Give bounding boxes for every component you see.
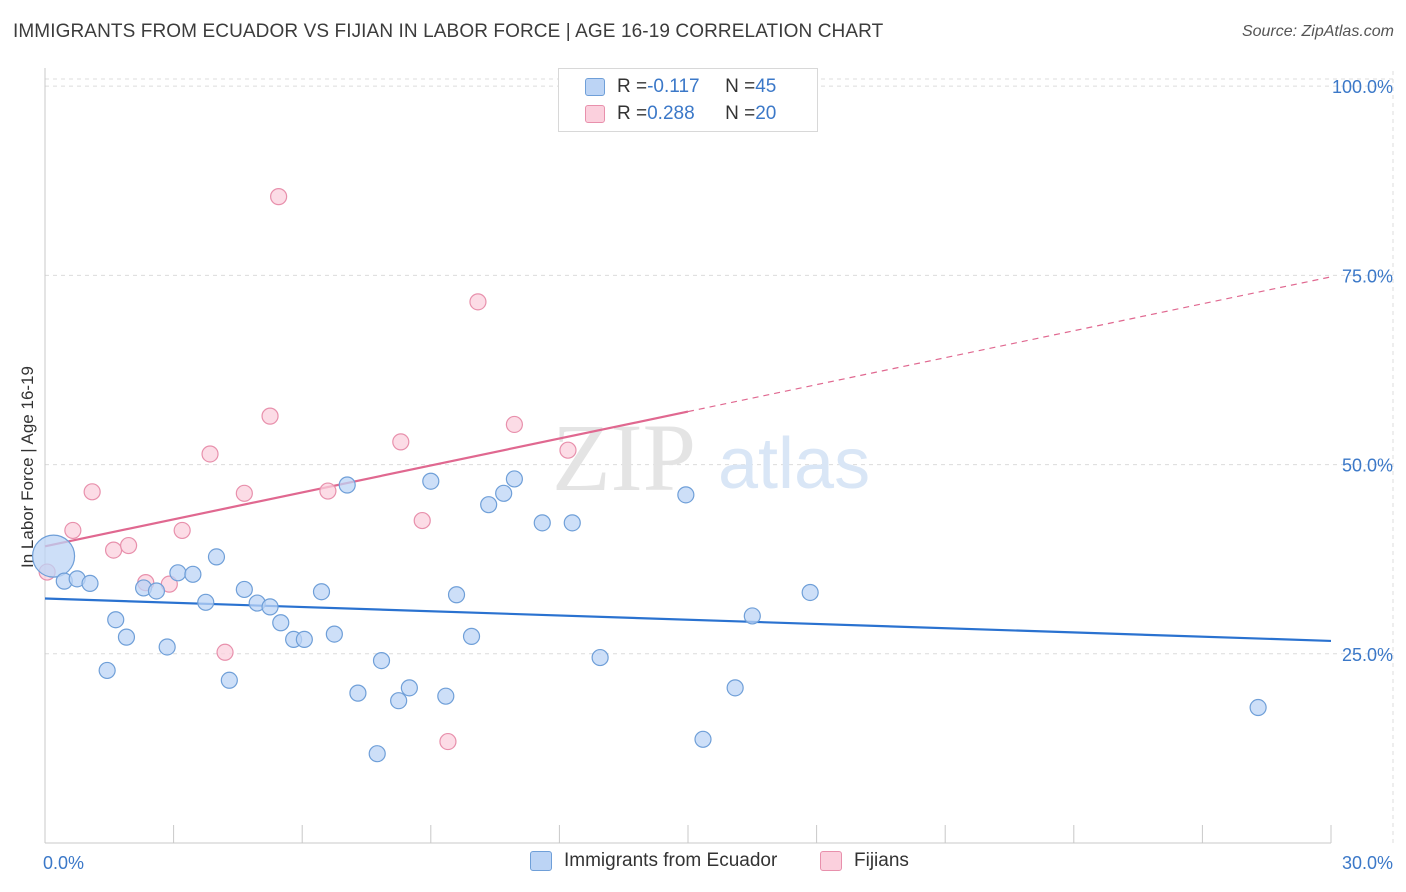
watermark-atlas: atlas (718, 424, 870, 504)
ecuador-point (462, 627, 481, 645)
trend-line-fijians-extension (687, 276, 1332, 413)
stats-legend: R = -0.117 N = 45 R = 0.288 N = 20 (558, 68, 818, 132)
fijians-point (469, 293, 487, 311)
fijians-point (270, 188, 288, 206)
n-value: 20 (755, 103, 777, 124)
ecuador-point (272, 614, 290, 632)
n-label: N = (725, 76, 756, 97)
points-layer (31, 188, 1267, 763)
ecuador-point (447, 586, 466, 604)
ecuador-point (220, 671, 238, 689)
r-label: R = (617, 103, 648, 124)
stats-row-ecuador: R = -0.117 N = 45 (585, 74, 776, 100)
legend-label: Fijians (854, 850, 909, 871)
fijians-point (201, 445, 219, 463)
fijians-point (216, 643, 234, 661)
ecuador-point (563, 514, 581, 532)
ecuador-point (158, 638, 176, 656)
ecuador-point (726, 679, 744, 697)
fijians-point (559, 441, 577, 459)
grid-layer (45, 71, 1394, 843)
legend-label: Immigrants from Ecuador (564, 850, 778, 871)
fijians-point (119, 536, 138, 555)
fijians-swatch (585, 105, 605, 123)
ecuador-point (495, 484, 513, 502)
r-value: -0.117 (647, 76, 700, 97)
chart-title: IMMIGRANTS FROM ECUADOR VS FIJIAN IN LAB… (13, 21, 884, 42)
watermark-zip: ZIP (552, 404, 696, 511)
ecuador-point (694, 730, 712, 748)
ecuador-point (368, 745, 386, 763)
n-value: 45 (755, 76, 777, 97)
legend-item-fijians[interactable]: Fijians (820, 850, 909, 872)
ecuador-point (349, 684, 367, 702)
fijians-point (104, 541, 123, 559)
ecuador-point (147, 582, 166, 600)
fijians-point (413, 511, 431, 530)
ecuador-point (480, 496, 498, 514)
ecuador-point (107, 611, 125, 629)
ecuador-point (81, 574, 99, 592)
ecuador-point (1249, 698, 1267, 717)
x-tick-label: 30.0% (1342, 853, 1393, 873)
fijians-point (235, 484, 253, 502)
x-tick-label: 0.0% (43, 853, 84, 873)
fijians-point (392, 433, 410, 451)
ecuador-point (98, 661, 116, 680)
ecuador-point (743, 607, 761, 625)
trend-line-ecuador (44, 597, 1332, 643)
ecuador-point (422, 472, 440, 490)
ecuador-point (117, 628, 136, 646)
ecuador-point (591, 648, 609, 667)
fijians-point (83, 483, 101, 501)
ecuador-point (338, 476, 356, 494)
ecuador-point (295, 630, 313, 649)
ecuador-point (184, 565, 202, 583)
labels-layer: 25.0% 50.0% 75.0% 100.0% 0.0% 30.0% (43, 77, 1393, 873)
fijians-point (64, 521, 82, 540)
y-tick-label: 75.0% (1342, 266, 1393, 286)
y-tick-label: 100.0% (1332, 77, 1393, 97)
y-tick-label: 50.0% (1342, 456, 1393, 476)
fijians-legend-swatch (820, 851, 842, 871)
r-label: R = (617, 76, 648, 97)
fijians-point (261, 407, 279, 425)
trend-line-fijians (44, 410, 689, 548)
ecuador-point (677, 486, 695, 504)
ecuador-legend-swatch (530, 851, 552, 871)
r-value: 0.288 (647, 103, 695, 124)
ecuador-point (801, 583, 819, 602)
ecuador-point (400, 679, 418, 697)
ecuador-point (325, 625, 343, 643)
ecuador-swatch (585, 78, 605, 96)
stats-row-fijians: R = 0.288 N = 20 (585, 101, 776, 127)
ecuador-point (390, 692, 408, 710)
axes-layer (44, 68, 1332, 844)
fijians-point (439, 732, 457, 751)
ecuador-point (372, 651, 391, 670)
n-label: N = (725, 103, 756, 124)
source-credit: Source: ZipAtlas.com (1241, 23, 1394, 40)
y-tick-label: 25.0% (1342, 645, 1393, 665)
ecuador-point (197, 593, 215, 611)
ecuador-point (261, 598, 279, 616)
ecuador-point (437, 687, 455, 705)
fijians-point (319, 482, 337, 500)
watermark: ZIP atlas (552, 404, 870, 511)
ecuador-point (312, 583, 331, 601)
fijians-point (173, 521, 191, 540)
ecuador-point (169, 564, 187, 582)
series-legend: Immigrants from Ecuador Fijians (0, 850, 1406, 880)
ecuador-point (235, 580, 253, 599)
ecuador-point-large (31, 534, 76, 578)
fijians-point (505, 415, 523, 434)
legend-item-ecuador[interactable]: Immigrants from Ecuador (530, 850, 777, 872)
ecuador-point (533, 514, 551, 532)
ecuador-point (505, 470, 523, 488)
ecuador-point (207, 548, 226, 566)
